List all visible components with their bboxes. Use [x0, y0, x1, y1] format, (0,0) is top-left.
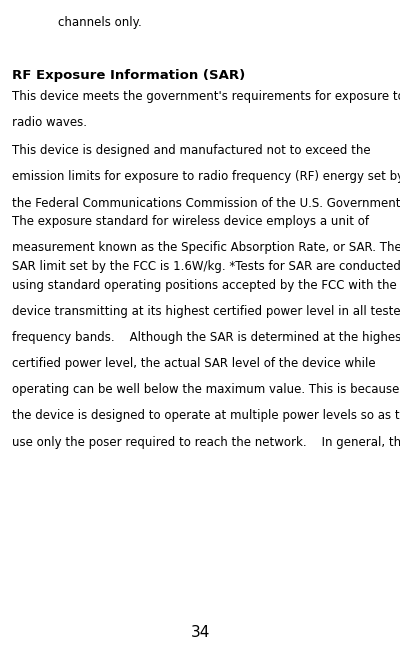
- Text: emission limits for exposure to radio frequency (RF) energy set by: emission limits for exposure to radio fr…: [12, 170, 400, 183]
- Text: certified power level, the actual SAR level of the device while: certified power level, the actual SAR le…: [12, 357, 376, 370]
- Text: operating can be well below the maximum value. This is because: operating can be well below the maximum …: [12, 383, 399, 396]
- Text: measurement known as the Specific Absorption Rate, or SAR. The: measurement known as the Specific Absorp…: [12, 241, 400, 254]
- Text: SAR limit set by the FCC is 1.6W/kg. *Tests for SAR are conducted: SAR limit set by the FCC is 1.6W/kg. *Te…: [12, 260, 400, 273]
- Text: This device is designed and manufactured not to exceed the: This device is designed and manufactured…: [12, 144, 371, 157]
- Text: the Federal Communications Commission of the U.S. Government.: the Federal Communications Commission of…: [12, 196, 400, 209]
- Text: radio waves.: radio waves.: [12, 116, 87, 129]
- Text: The exposure standard for wireless device employs a unit of: The exposure standard for wireless devic…: [12, 215, 369, 228]
- Text: using standard operating positions accepted by the FCC with the: using standard operating positions accep…: [12, 279, 397, 292]
- Text: RF Exposure Information (SAR): RF Exposure Information (SAR): [12, 69, 245, 82]
- Text: use only the poser required to reach the network.    In general, the: use only the poser required to reach the…: [12, 436, 400, 449]
- Text: frequency bands.    Although the SAR is determined at the highest: frequency bands. Although the SAR is det…: [12, 331, 400, 344]
- Text: This device meets the government's requirements for exposure to: This device meets the government's requi…: [12, 90, 400, 103]
- Text: 34: 34: [190, 625, 210, 640]
- Text: device transmitting at its highest certified power level in all tested: device transmitting at its highest certi…: [12, 305, 400, 318]
- Text: the device is designed to operate at multiple power levels so as to: the device is designed to operate at mul…: [12, 409, 400, 422]
- Text: channels only.: channels only.: [58, 16, 142, 29]
